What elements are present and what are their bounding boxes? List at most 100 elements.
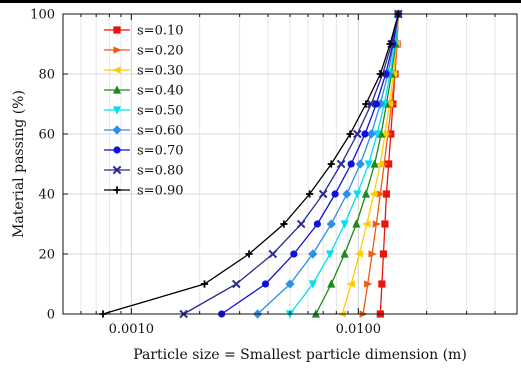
grid (62, 13, 518, 315)
legend-entry: s=0.10 (104, 24, 184, 39)
data-point (380, 130, 389, 138)
data-point (112, 85, 122, 94)
ticks: 0 20 40 60 80 100 0.0010 0.0100 (30, 8, 518, 337)
legend-label: s=0.10 (137, 24, 184, 39)
data-point (346, 280, 355, 288)
marker-stroke (353, 129, 362, 139)
legend-entry: s=0.80 (104, 164, 184, 179)
data-point (113, 146, 121, 154)
data-point (285, 279, 295, 289)
data-point (327, 279, 336, 288)
data-point (375, 160, 384, 168)
data-point (280, 220, 288, 228)
data-point (379, 250, 388, 258)
data-point (362, 220, 371, 228)
data-point (382, 190, 391, 198)
marker-stroke (231, 279, 241, 289)
legend-label: s=0.70 (137, 144, 184, 159)
data-point (386, 40, 394, 48)
legend-label: s=0.90 (137, 184, 184, 199)
data-point (369, 190, 378, 198)
data-point (372, 220, 381, 228)
legend-label: s=0.50 (137, 104, 184, 119)
y-tick-label: 100 (30, 8, 55, 23)
series-line (183, 13, 399, 315)
data-point (112, 165, 122, 175)
legend: s=0.10 s=0.20 s=0.30 s=0.40 s=0.50 s=0.60 s=0.… (104, 24, 184, 199)
data-point (353, 129, 362, 139)
legend-entry: s=0.90 (104, 184, 184, 199)
data-point (306, 190, 314, 198)
data-point (366, 129, 376, 139)
data-point (373, 130, 382, 139)
data-point (377, 129, 386, 138)
data-point (361, 130, 369, 138)
top-bar (0, 0, 521, 3)
data-point (318, 189, 328, 199)
data-point (354, 250, 363, 258)
data-point (245, 250, 253, 258)
legend-label: s=0.80 (137, 164, 184, 179)
data-point (364, 160, 373, 169)
data-point (313, 220, 321, 228)
y-axis-label: Material passing (%) (11, 90, 27, 238)
legend-entry: s=0.50 (104, 104, 184, 119)
data-point (347, 160, 355, 168)
y-tick-label: 60 (38, 128, 55, 143)
legend-label: s=0.30 (137, 64, 184, 79)
marker-stroke (318, 189, 328, 199)
y-tick-label: 80 (38, 68, 55, 83)
data-point (112, 106, 122, 115)
data-point (361, 189, 371, 198)
data-point (326, 219, 336, 229)
y-tick-label: 20 (38, 248, 55, 263)
data-point (308, 280, 317, 289)
marker-stroke (296, 219, 306, 229)
data-point (370, 159, 379, 168)
data-point (112, 125, 122, 135)
marker-stroke (336, 159, 346, 169)
data-point (376, 70, 384, 78)
data-point (331, 190, 339, 198)
data-point (355, 159, 365, 169)
series-s=0.80 (179, 9, 403, 319)
data-point (340, 249, 349, 258)
data-point (112, 66, 121, 74)
x-tick-label: 0.0100 (336, 322, 382, 337)
data-point (376, 190, 385, 198)
data-point (384, 100, 393, 108)
data-point (200, 280, 209, 288)
data-point (353, 190, 362, 199)
y-tick-label: 0 (47, 308, 55, 323)
legend-entry: s=0.20 (104, 44, 184, 59)
legend-label: s=0.60 (137, 124, 184, 139)
legend-entry: s=0.30 (104, 64, 184, 79)
series-s=0.90 (99, 10, 402, 318)
data-point (268, 249, 278, 259)
data-point (261, 280, 270, 288)
data-point (308, 249, 318, 259)
x-axis-label: Particle size = Smallest particle dimens… (133, 347, 467, 363)
data-point (340, 220, 349, 229)
data-point (290, 250, 298, 258)
series-line (221, 13, 399, 315)
data-point (336, 159, 346, 169)
legend-entry: s=0.70 (104, 144, 184, 159)
y-tick-label: 40 (38, 188, 55, 203)
data-point (113, 46, 122, 54)
marker-stroke (268, 249, 278, 259)
marker-stroke (112, 165, 122, 175)
data-point (362, 100, 370, 108)
legend-entry: s=0.40 (104, 84, 184, 99)
data-point (372, 100, 380, 108)
series-layer (99, 9, 403, 319)
data-point (381, 220, 389, 228)
marker-stroke (366, 99, 376, 109)
data-point (366, 99, 376, 109)
data-point (231, 279, 241, 289)
data-point (327, 160, 335, 168)
data-point (346, 130, 354, 138)
data-point (368, 250, 377, 258)
data-point (378, 280, 386, 288)
